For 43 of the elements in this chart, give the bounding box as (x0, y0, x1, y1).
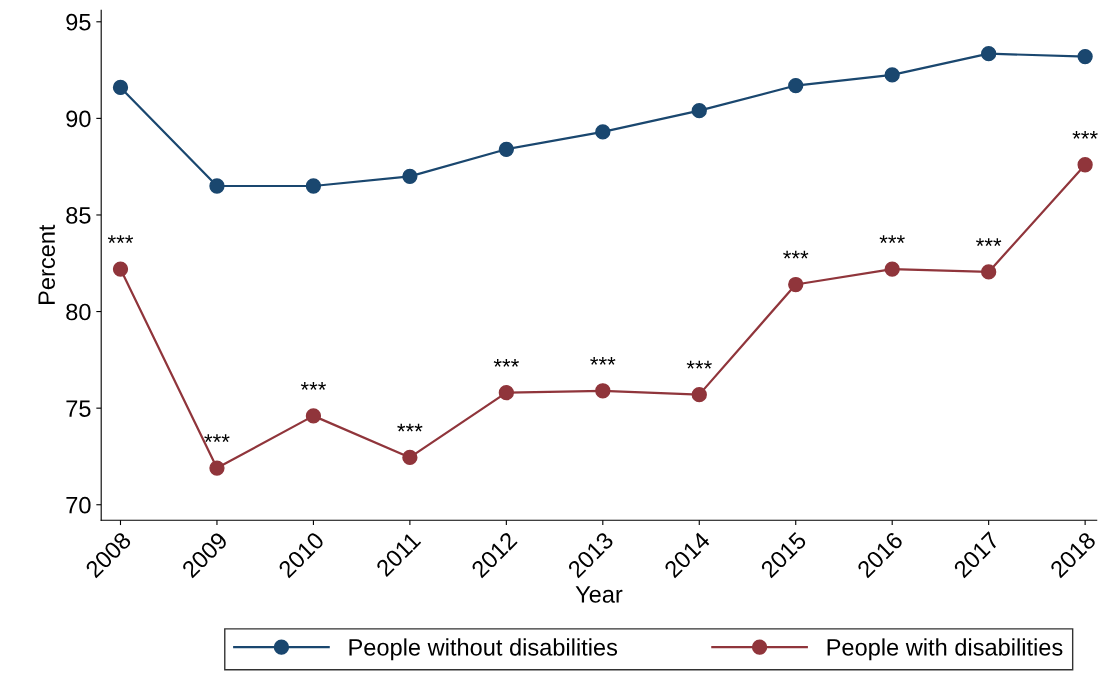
point (884, 261, 900, 277)
point (595, 124, 611, 140)
point (305, 408, 322, 424)
y-tick-label: 95 (66, 13, 91, 31)
point (112, 261, 129, 277)
legend-label: People without disabilities (349, 638, 618, 661)
point (691, 103, 707, 119)
annotation: *** (300, 382, 327, 390)
annotation: *** (976, 238, 1002, 246)
annotation: *** (783, 250, 809, 259)
point (498, 141, 514, 157)
x-axis-title: Year (575, 586, 623, 603)
legend-label: People with disabilities (827, 638, 1063, 661)
point (402, 168, 418, 184)
annotation: *** (879, 235, 905, 244)
point (595, 383, 611, 399)
point (691, 386, 707, 403)
annotation: *** (590, 356, 616, 365)
y-tick-label: 85 (66, 207, 91, 224)
annotation: *** (493, 358, 519, 367)
point (498, 385, 514, 401)
annotation: *** (397, 423, 423, 432)
point (981, 46, 997, 62)
annotation: *** (107, 235, 134, 244)
annotation: *** (686, 360, 712, 369)
y-axis-title: Percent (38, 224, 55, 304)
y-tick-label: 70 (66, 496, 91, 514)
point (1077, 48, 1093, 65)
point (788, 276, 804, 293)
annotation: *** (1072, 130, 1098, 139)
point (981, 264, 997, 280)
y-tick-label: 80 (66, 303, 91, 321)
point (884, 67, 900, 83)
point (305, 178, 322, 194)
point (209, 178, 225, 194)
point (209, 460, 225, 476)
point (402, 449, 418, 466)
point (1077, 157, 1093, 173)
point (112, 79, 129, 96)
point (788, 77, 804, 94)
y-tick-label: 90 (66, 110, 91, 128)
y-tick-label: 75 (66, 400, 91, 417)
annotation: *** (204, 434, 230, 443)
